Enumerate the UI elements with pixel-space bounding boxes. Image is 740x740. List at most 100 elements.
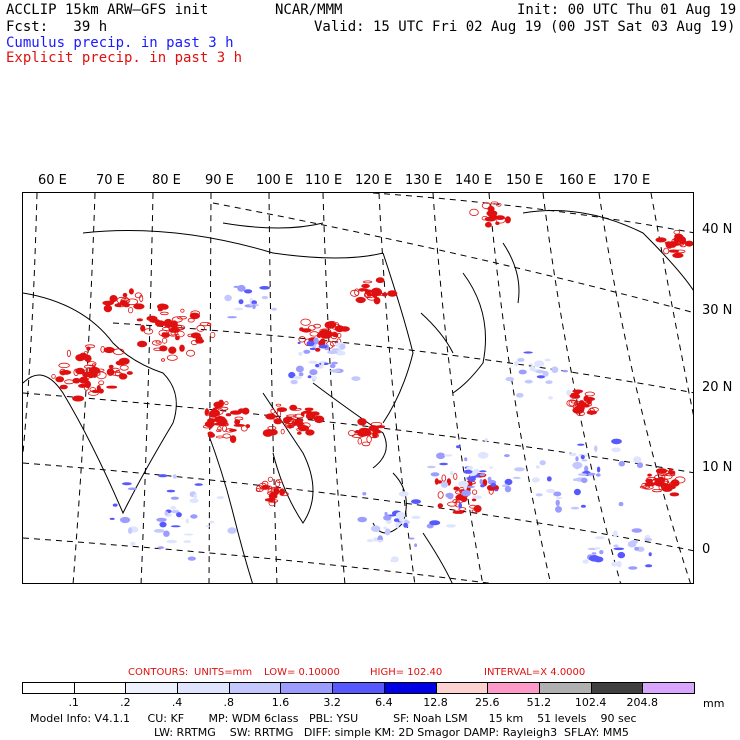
precip-cell — [409, 537, 415, 540]
precip-cell — [655, 237, 667, 243]
precip-cell — [295, 365, 304, 373]
precip-cell — [119, 365, 129, 371]
precip-cell — [657, 468, 669, 476]
model-info-line2: LW: RRTMG SW: RRTMG DIFF: simple KM: 2D … — [154, 726, 629, 739]
precip-cell — [473, 505, 482, 513]
precip-cell — [298, 336, 306, 343]
precip-cell — [351, 376, 361, 381]
precip-cell — [644, 534, 651, 539]
precip-cell — [611, 447, 621, 453]
precip-cell — [204, 409, 210, 417]
colorbar-threshold: 3.2 — [323, 696, 341, 709]
precip-cell — [594, 547, 601, 550]
precip-cell — [122, 482, 132, 486]
precip-cell — [673, 229, 681, 235]
precip-cell — [463, 469, 473, 474]
precip-cell — [305, 429, 315, 436]
precip-cell — [224, 294, 232, 302]
precip-cell — [494, 215, 505, 220]
precip-cell — [146, 315, 158, 322]
precip-cell — [112, 503, 118, 507]
precip-cell — [251, 300, 257, 305]
precip-cell — [612, 530, 618, 538]
precip-cell — [309, 369, 318, 376]
precip-cell — [158, 474, 168, 478]
precip-cell — [479, 470, 487, 473]
precip-cell — [164, 323, 174, 328]
precip-cell — [655, 468, 668, 474]
precip-cell — [647, 473, 652, 477]
contours-interval: INTERVAL=X 4.0000 — [484, 667, 586, 678]
lon-label: 170 E — [613, 173, 651, 188]
colorbar-threshold: 51.2 — [526, 696, 552, 709]
precip-cell — [480, 484, 485, 488]
precip-cell — [452, 499, 458, 504]
precip-cell — [553, 491, 562, 497]
precip-cell — [350, 289, 360, 297]
precip-cell — [307, 375, 312, 379]
precip-cell — [472, 495, 483, 500]
precip-cell — [566, 399, 577, 407]
precip-cell — [303, 349, 311, 354]
precip-cell — [611, 438, 622, 445]
precip-cell — [285, 425, 295, 429]
precip-cell — [466, 466, 473, 471]
contours-high: HIGH= 102.40 — [370, 667, 443, 678]
precip-cell — [170, 505, 177, 510]
precip-cell — [279, 488, 286, 496]
precip-cell — [429, 520, 441, 526]
precip-cell — [157, 303, 168, 310]
precip-cell — [588, 407, 595, 415]
precip-cell — [368, 290, 379, 296]
precip-cell — [289, 404, 298, 411]
graticule-longitudes — [23, 193, 693, 583]
init-time: Init: 00 UTC Thu 01 Aug 19 — [517, 2, 737, 18]
precip-cell — [327, 320, 337, 326]
valid-time: Valid: 15 UTC Fri 02 Aug 19 (00 JST Sat … — [314, 19, 736, 35]
precip-cell — [580, 454, 585, 460]
map-canvas — [23, 193, 693, 583]
precip-cell — [313, 323, 322, 329]
precip-cell — [453, 473, 458, 480]
precip-cell — [446, 478, 452, 486]
precip-cell — [171, 316, 183, 323]
precip-cell — [458, 507, 467, 512]
precip-cell — [118, 373, 128, 380]
precip-cell — [237, 284, 246, 292]
precip-cell — [228, 428, 237, 432]
precip-cell — [391, 556, 399, 563]
precip-cell — [98, 380, 105, 386]
precip-cell — [357, 418, 367, 426]
precip-cell — [174, 330, 185, 338]
precip-cell — [179, 344, 185, 352]
precip-cell — [160, 311, 169, 316]
precip-cell — [594, 446, 598, 451]
precip-cell — [458, 480, 469, 488]
precip-cell — [613, 547, 625, 551]
precip-cell — [275, 479, 281, 488]
precip-cell — [490, 201, 499, 205]
precip-cell — [461, 490, 472, 497]
precip-cell — [130, 541, 136, 546]
precip-cell — [83, 384, 90, 391]
colorbar-swatch — [22, 682, 75, 694]
precip-cell — [106, 385, 118, 389]
precip-cell — [633, 456, 642, 464]
precip-cell — [316, 332, 322, 338]
colorbar-swatch — [280, 682, 334, 694]
precip-cell — [126, 298, 139, 306]
precip-cell — [221, 423, 229, 427]
precip-cell — [84, 354, 92, 362]
colorbar-swatch — [73, 682, 127, 694]
precip-cell — [127, 487, 137, 491]
precip-cell — [166, 539, 178, 544]
precip-cell — [613, 544, 619, 548]
precip-cell — [109, 517, 115, 520]
precip-cell — [159, 345, 168, 352]
precip-cell — [381, 292, 388, 297]
precip-cell — [484, 216, 496, 222]
precip-cell — [636, 462, 644, 469]
precip-cell — [514, 360, 519, 367]
precip-cell — [224, 401, 229, 406]
precip-cell — [490, 211, 495, 218]
